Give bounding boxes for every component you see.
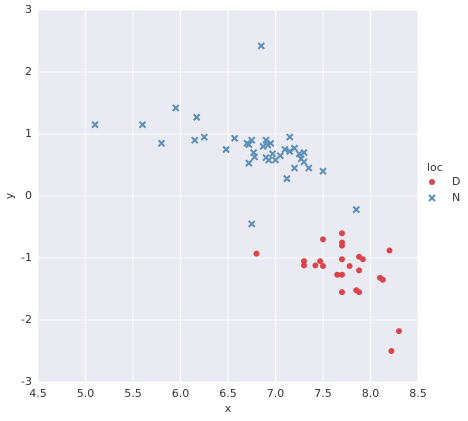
point	[346, 263, 353, 270]
point	[245, 159, 253, 167]
y-tick-label: 3	[25, 3, 32, 16]
y-tick-label: -2	[21, 313, 32, 326]
point	[334, 271, 341, 278]
x-tick-label: 6.0	[172, 387, 190, 400]
point	[320, 236, 326, 243]
point	[286, 147, 294, 156]
point	[359, 256, 366, 263]
point	[253, 250, 260, 257]
point	[290, 164, 299, 172]
point	[305, 164, 313, 172]
x-tick-label: 5.5	[124, 387, 142, 400]
point	[300, 148, 308, 157]
point	[300, 158, 308, 166]
x-axis-label: x	[225, 402, 232, 415]
point	[319, 167, 327, 175]
point	[245, 140, 253, 149]
x-tick-label: 4.5	[29, 387, 47, 400]
legend-label: N	[452, 191, 460, 204]
point	[290, 144, 299, 152]
point	[339, 271, 345, 278]
point	[222, 145, 230, 154]
y-tick-label: 0	[25, 189, 32, 202]
point	[262, 136, 270, 144]
point	[356, 267, 363, 274]
point	[267, 139, 275, 148]
point	[339, 256, 345, 263]
x-tick-label: 8.5	[409, 387, 427, 400]
point	[301, 262, 307, 269]
point	[157, 139, 166, 148]
y-tick-label: 2	[25, 65, 32, 78]
point	[172, 104, 180, 112]
point	[91, 120, 99, 129]
x-tick-label: 6.5	[219, 387, 237, 400]
point	[268, 150, 277, 158]
x-tick-label: 7.5	[314, 387, 332, 400]
point	[283, 174, 291, 183]
point	[265, 156, 273, 164]
point	[286, 133, 294, 141]
point	[248, 220, 256, 228]
point	[250, 153, 259, 161]
legend-marker	[429, 179, 435, 185]
y-tick-label: -3	[21, 375, 32, 388]
point	[320, 263, 326, 270]
legend-marker	[428, 194, 436, 202]
x-tick-label: 8.0	[362, 387, 380, 400]
y-tick-label: -1	[21, 251, 32, 264]
x-tick-label: 7.0	[267, 387, 285, 400]
point	[257, 42, 265, 50]
y-tick-label: 1	[25, 127, 32, 140]
x-tick-label: 5.0	[77, 387, 95, 400]
point	[230, 134, 239, 143]
point	[192, 113, 201, 121]
legend-label: D	[452, 175, 460, 188]
point	[317, 258, 324, 265]
point	[312, 262, 319, 269]
point	[200, 133, 208, 141]
point	[339, 242, 345, 249]
point	[396, 328, 402, 335]
point	[248, 136, 256, 144]
point	[352, 205, 360, 214]
y-axis-label: y	[3, 192, 16, 199]
point	[339, 289, 345, 296]
point	[276, 151, 284, 160]
point	[388, 348, 395, 354]
point	[138, 120, 147, 129]
legend-title: loc	[427, 161, 443, 174]
point	[379, 276, 386, 283]
point	[356, 289, 363, 296]
point	[191, 136, 199, 144]
point	[386, 247, 393, 254]
point	[301, 258, 307, 265]
point	[339, 230, 345, 237]
point	[281, 145, 289, 154]
